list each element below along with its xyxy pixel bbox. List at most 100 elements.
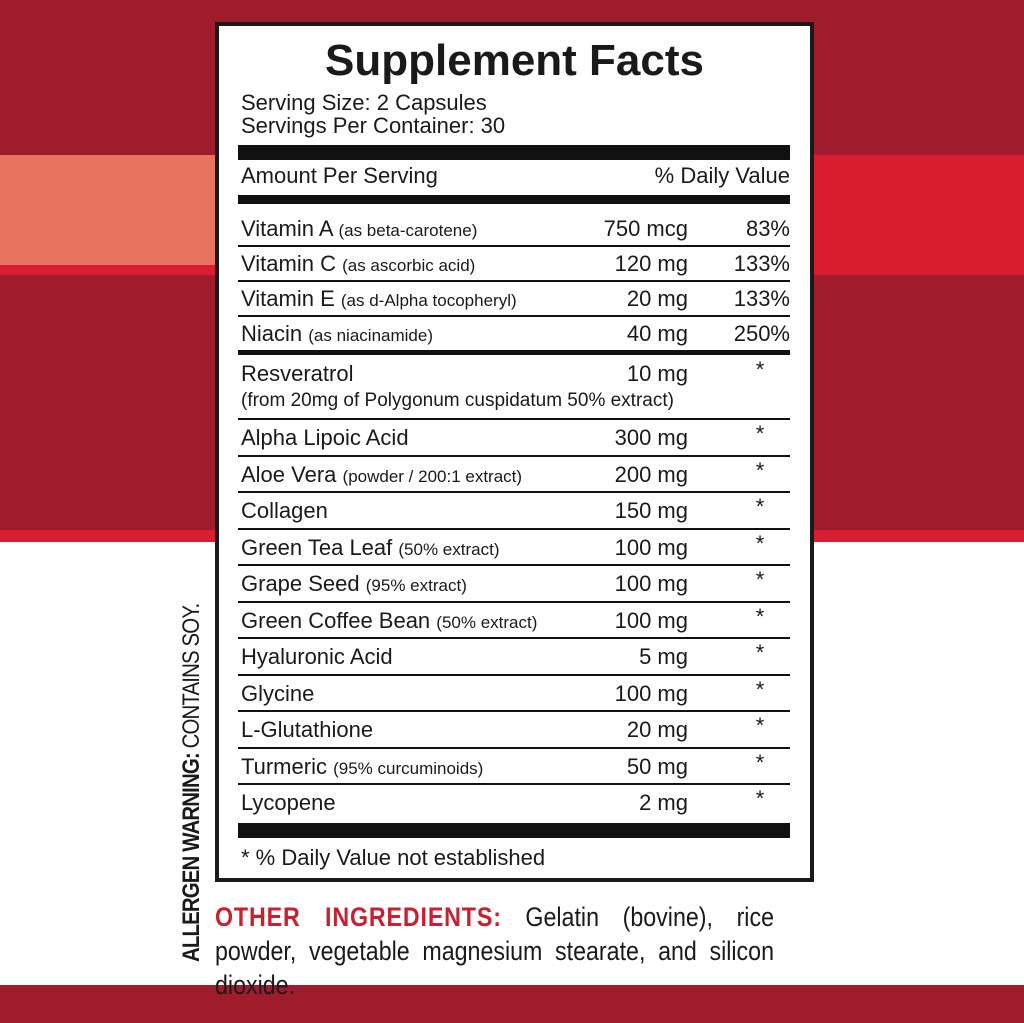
rule xyxy=(238,315,790,317)
nutrient-label: L-Glutathione xyxy=(241,717,374,742)
nutrient-label: Green Coffee Bean xyxy=(241,607,431,633)
nutrient-name: Turmeric (95% curcuminoids) xyxy=(241,754,483,782)
amount: 50 mg xyxy=(626,753,688,779)
nutrient-label: Turmeric xyxy=(241,753,327,779)
daily-value: * xyxy=(755,357,765,382)
nutrient-name: Green Tea Leaf (50% extract) xyxy=(241,535,499,563)
nutrient-label: Hyaluronic Acid xyxy=(241,644,393,669)
nutrient-note: (95% extract) xyxy=(365,576,467,595)
nutrient-label: Vitamin C xyxy=(241,251,336,276)
amount: 150 mg xyxy=(614,498,688,523)
nutrient-note: (95% curcuminoids) xyxy=(333,758,484,778)
daily-value: * xyxy=(755,749,765,775)
nutrient-name: Vitamin A (as beta-carotene) xyxy=(241,216,477,244)
nutrient-name: Alpha Lipoic Acid xyxy=(241,425,409,451)
rule xyxy=(238,491,790,493)
amount: 10 mg xyxy=(626,361,688,386)
rule xyxy=(238,637,790,639)
header-amount: Amount Per Serving xyxy=(241,163,438,188)
header-dv: % Daily Value xyxy=(654,163,790,188)
daily-value: 133% xyxy=(733,286,790,311)
daily-value: 83% xyxy=(745,216,790,241)
nutrient-label: Collagen xyxy=(241,498,328,523)
nutrient-label: Alpha Lipoic Acid xyxy=(241,425,409,450)
serving-size: Serving Size: 2 Capsules xyxy=(241,90,487,115)
nutrient-label: Vitamin E xyxy=(241,286,335,311)
nutrient-label: Glycine xyxy=(241,680,315,706)
rule xyxy=(238,245,790,247)
other-ingredients-text: Gelatin (bovine), rice powder, vegetable… xyxy=(215,902,774,1000)
amount: 2 mg xyxy=(639,790,688,815)
allergen-warning: ALLERGEN WARNING: CONTAINS SOY. xyxy=(178,604,206,962)
nutrient-subline: (from 20mg of Polygonum cuspidatum 50% e… xyxy=(241,390,674,411)
nutrient-name: Niacin (as niacinamide) xyxy=(241,321,433,349)
nutrient-name: Lycopene xyxy=(241,790,336,816)
nutrient-name: Grape Seed (95% extract) xyxy=(241,571,467,599)
rule xyxy=(238,418,790,420)
footnote: * % Daily Value not established xyxy=(241,845,546,870)
other-ingredients-label: OTHER INGREDIENTS: xyxy=(215,902,502,932)
amount: 20 mg xyxy=(626,717,688,742)
daily-value: * xyxy=(755,457,765,483)
nutrient-label: Green Tea Leaf xyxy=(241,534,393,560)
daily-value: 250% xyxy=(733,321,790,346)
allergen-label: ALLERGEN WARNING: xyxy=(178,753,205,962)
amount: 5 mg xyxy=(639,644,688,669)
nutrient-name: L-Glutathione xyxy=(241,717,373,743)
stripe xyxy=(0,985,1024,1023)
daily-value: * xyxy=(755,713,765,738)
daily-value: * xyxy=(755,640,765,665)
nutrient-name: Aloe Vera (powder / 200:1 extract) xyxy=(241,462,522,490)
nutrient-label: Vitamin A xyxy=(241,216,333,241)
nutrient-name: Green Coffee Bean (50% extract) xyxy=(241,608,537,636)
rule xyxy=(238,195,790,204)
nutrient-label: Lycopene xyxy=(241,790,336,815)
nutrient-label: Resveratrol xyxy=(241,361,354,386)
daily-value: 133% xyxy=(733,251,790,276)
nutrient-note: (50% extract) xyxy=(436,612,538,632)
rule xyxy=(238,673,790,676)
rule xyxy=(238,823,790,838)
nutrient-name: Collagen xyxy=(241,498,328,524)
amount: 20 mg xyxy=(626,286,688,311)
amount: 120 mg xyxy=(614,251,688,276)
nutrient-name: Hyaluronic Acid xyxy=(241,644,393,670)
nutrient-name: Resveratrol xyxy=(241,361,353,387)
allergen-text: CONTAINS SOY. xyxy=(178,603,205,749)
daily-value: * xyxy=(755,421,765,446)
nutrient-name: Vitamin C (as ascorbic acid) xyxy=(241,251,475,279)
daily-value: * xyxy=(755,786,765,811)
nutrient-name: Vitamin E (as d-Alpha tocopheryl) xyxy=(241,286,517,314)
nutrient-note: (50% extract) xyxy=(398,539,500,559)
rule xyxy=(238,527,790,530)
nutrient-note: (as niacinamide) xyxy=(308,326,433,345)
rule xyxy=(238,145,790,160)
amount: 750 mcg xyxy=(603,216,688,241)
nutrient-note: (powder / 200:1 extract) xyxy=(342,466,523,486)
amount: 100 mg xyxy=(614,534,688,560)
daily-value: * xyxy=(755,494,765,519)
other-ingredients: OTHER INGREDIENTS: Gelatin (bovine), ric… xyxy=(215,900,774,1002)
nutrient-label: Aloe Vera xyxy=(241,461,337,487)
amount: 100 mg xyxy=(614,571,688,596)
amount: 100 mg xyxy=(614,680,688,706)
daily-value: * xyxy=(755,603,765,629)
amount: 200 mg xyxy=(614,461,688,487)
nutrient-note: (as d-Alpha tocopheryl) xyxy=(340,291,517,310)
rule xyxy=(238,280,790,282)
rule xyxy=(238,783,790,785)
nutrient-note: (as beta-carotene) xyxy=(338,221,478,240)
daily-value: * xyxy=(755,567,765,592)
rule xyxy=(238,564,790,566)
servings-per-container: Servings Per Container: 30 xyxy=(241,113,506,138)
daily-value: * xyxy=(755,676,765,702)
daily-value: * xyxy=(755,530,765,556)
stripe xyxy=(0,155,215,265)
facts-panel xyxy=(215,22,814,882)
rule xyxy=(238,350,790,355)
nutrient-label: Niacin xyxy=(241,321,303,346)
title: Supplement Facts xyxy=(325,36,704,85)
rule xyxy=(238,454,790,457)
